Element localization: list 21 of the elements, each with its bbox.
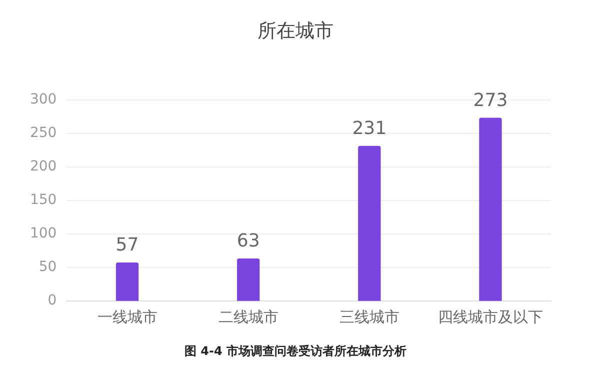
y-tick-label: 150 bbox=[30, 192, 57, 208]
x-tick-label: 三线城市 bbox=[339, 308, 400, 326]
bar bbox=[479, 118, 502, 301]
data-label: 63 bbox=[236, 230, 260, 252]
chart-title: 所在城市 bbox=[256, 19, 334, 44]
data-label: 57 bbox=[116, 234, 139, 256]
bar bbox=[116, 262, 139, 301]
y-tick-label: 250 bbox=[30, 125, 57, 142]
bar bbox=[236, 258, 260, 301]
caption: 图 4-4 市场调查问卷受访者所在城市分析 bbox=[183, 343, 408, 360]
data-label: 231 bbox=[352, 118, 387, 139]
y-tick-label: 100 bbox=[30, 226, 57, 242]
x-tick-label: 二线城市 bbox=[218, 308, 278, 326]
y-tick-label: 300 bbox=[30, 92, 57, 108]
data-label: 273 bbox=[473, 90, 508, 111]
y-tick-label: 50 bbox=[38, 259, 57, 276]
x-tick-label: 四线城市及以下 bbox=[438, 308, 543, 326]
y-tick-label: 0 bbox=[48, 292, 57, 309]
bar bbox=[358, 146, 381, 301]
x-tick-label: 一线城市 bbox=[97, 308, 158, 326]
y-tick-label: 200 bbox=[30, 158, 57, 175]
